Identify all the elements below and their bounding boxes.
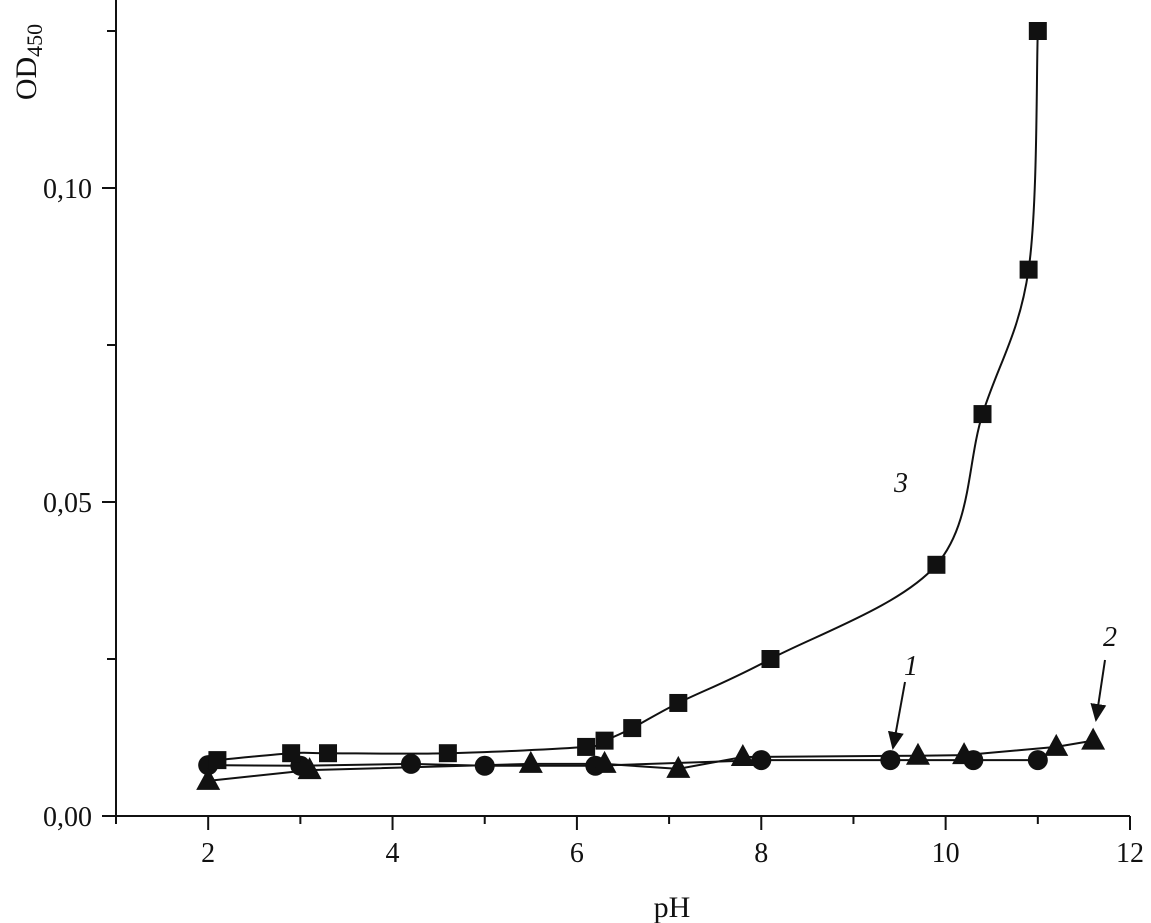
series-2-point	[297, 757, 322, 780]
series-2-point	[196, 767, 221, 790]
series-2-point	[1081, 727, 1106, 750]
series-2-label: 2	[1103, 622, 1117, 653]
x-tick-label: 10	[932, 838, 960, 869]
x-axis-label: pH	[654, 891, 691, 923]
axes: 2 4 6 8 10 120,000,050,10	[43, 0, 1144, 869]
y-axis-label-subscript: 450	[22, 24, 47, 57]
series-1-point	[474, 755, 495, 776]
series-3-point	[669, 693, 688, 712]
series-3-point	[595, 731, 614, 750]
x-tick-label: 12	[1116, 838, 1144, 869]
series-labels: 1 2 3	[887, 468, 1117, 750]
series-1-point	[751, 750, 772, 771]
series-1-point	[880, 750, 901, 771]
series-2-point	[666, 755, 691, 778]
series-3-point	[208, 751, 227, 770]
x-tick-label: 6	[570, 838, 584, 869]
series-1-point	[1027, 750, 1048, 771]
series-3-point	[761, 650, 780, 668]
series-3-point	[577, 737, 596, 756]
series-1-label: 1	[904, 651, 918, 682]
y-axis-label-main: OD	[10, 57, 43, 100]
x-tick-label: 4	[386, 838, 400, 869]
series-2-point	[952, 742, 977, 765]
series-3-point	[1028, 22, 1047, 40]
series-3-point	[973, 405, 992, 424]
y-tick-label: 0,10	[43, 174, 92, 205]
series-markers	[196, 22, 1106, 790]
series-3-point	[282, 744, 301, 763]
series-2-point	[592, 750, 617, 773]
series-2-point	[905, 742, 930, 765]
series-3-point	[927, 555, 946, 574]
series-1-arrow	[887, 681, 906, 750]
series-lines	[208, 30, 1094, 782]
series-1-point	[400, 753, 421, 774]
series-2-point	[730, 743, 755, 766]
series-3-point	[623, 719, 642, 738]
series-3-point	[438, 744, 457, 763]
series-3-point	[1019, 260, 1038, 279]
series-3-point	[319, 744, 338, 763]
y-tick-label: 0,05	[43, 488, 92, 519]
y-axis-label: OD450	[10, 24, 47, 100]
x-tick-label: 2	[201, 838, 215, 869]
series-3-label: 3	[893, 468, 908, 499]
x-tick-label: 8	[754, 838, 768, 869]
series-2-arrow	[1090, 659, 1107, 722]
y-tick-label: 0,00	[43, 802, 92, 833]
series-2-point	[1044, 733, 1069, 756]
series-2-point	[518, 750, 543, 773]
